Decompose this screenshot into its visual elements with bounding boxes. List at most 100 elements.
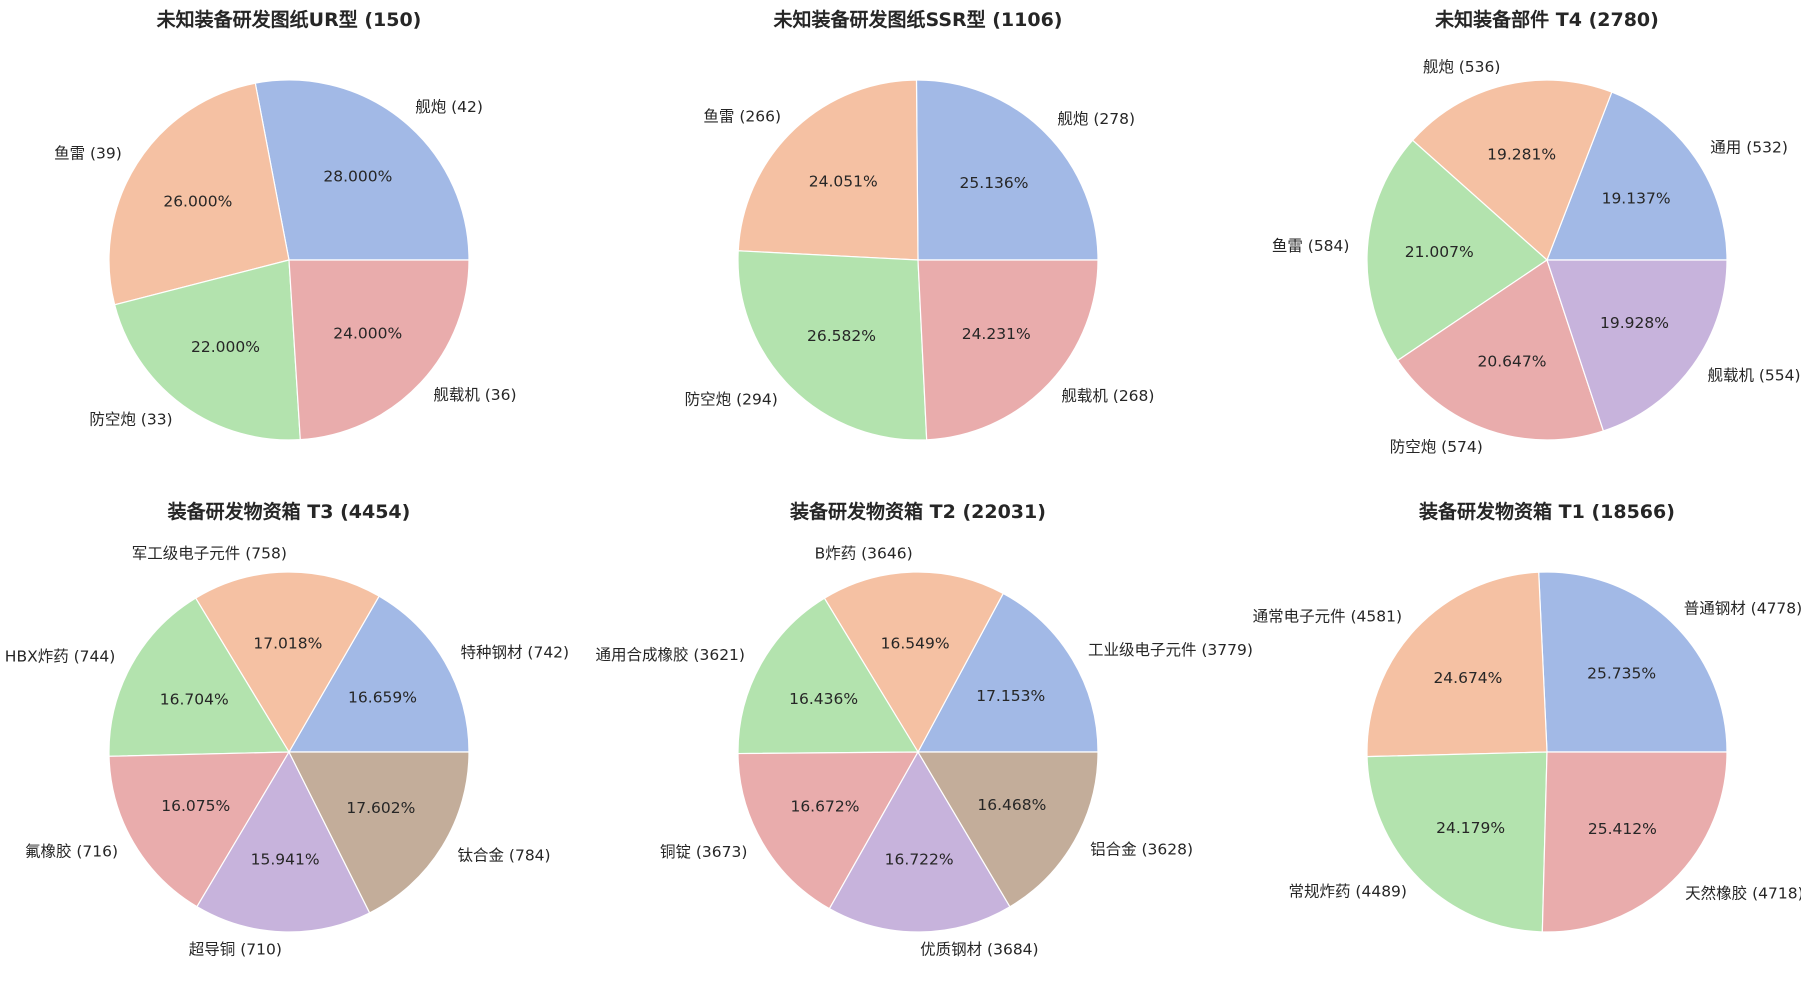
slice-label: 天然橡胶 (4718) bbox=[1685, 884, 1801, 902]
slice-label: 舰载机 (554) bbox=[1707, 367, 1800, 385]
slice-percent-label: 16.704% bbox=[160, 691, 229, 709]
chart-title: 装备研发物资箱 T3 (4454) bbox=[167, 500, 411, 523]
slice-label: 铝合金 (3628) bbox=[1090, 840, 1193, 858]
pie-slice bbox=[737, 597, 920, 755]
slice-label: 军工级电子元件 (758) bbox=[132, 545, 287, 563]
slice-percent-label: 16.436% bbox=[789, 690, 858, 708]
pie-slice bbox=[288, 259, 470, 441]
slice-percent-label: 16.722% bbox=[885, 850, 954, 868]
slice-label: B炸药 (3646) bbox=[815, 545, 913, 563]
slice-label: 通常电子元件 (4581) bbox=[1253, 608, 1402, 626]
slice-label: 舰炮 (536) bbox=[1423, 58, 1501, 76]
pie-slice bbox=[1546, 259, 1728, 432]
chart-title: 未知装备部件 T4 (2780) bbox=[1434, 8, 1659, 31]
pie-slice bbox=[108, 751, 291, 908]
slice-percent-label: 16.549% bbox=[881, 635, 950, 653]
slice-percent-label: 17.153% bbox=[976, 687, 1045, 705]
pie-chart-4: 装备研发物资箱 T3 (4454) 特种钢材 (742) 16.659% 军工级电子元… bbox=[5, 500, 569, 958]
slice-percent-label: 22.000% bbox=[191, 338, 260, 356]
slice-label: HBX炸药 (744) bbox=[5, 647, 116, 665]
slice-label: 防空炮 (294) bbox=[685, 390, 778, 408]
pie-slice bbox=[823, 571, 1005, 754]
slice-label: 常规炸药 (4489) bbox=[1289, 882, 1407, 900]
slice-label: 超导铜 (710) bbox=[189, 940, 282, 958]
slice-label: 防空炮 (574) bbox=[1390, 438, 1483, 456]
pie-slice bbox=[194, 571, 380, 754]
pie-slice bbox=[1411, 79, 1613, 262]
slice-percent-label: 25.735% bbox=[1587, 664, 1656, 682]
slice-percent-label: 17.602% bbox=[346, 799, 415, 817]
slice-percent-label: 24.674% bbox=[1433, 669, 1502, 687]
pie-slice bbox=[737, 79, 919, 261]
slice-percent-label: 25.136% bbox=[960, 174, 1029, 192]
slice-percent-label: 26.582% bbox=[807, 327, 876, 345]
slice-label: 优质钢材 (3684) bbox=[920, 940, 1038, 958]
chart-title: 未知装备研发图纸UR型 (150) bbox=[156, 8, 422, 31]
slice-percent-label: 24.000% bbox=[333, 324, 402, 342]
slice-label: 防空炮 (33) bbox=[89, 411, 172, 429]
slice-percent-label: 19.281% bbox=[1487, 146, 1556, 164]
slice-percent-label: 19.137% bbox=[1602, 189, 1671, 207]
slice-label: 鱼雷 (266) bbox=[703, 108, 781, 126]
pie-chart-1: 未知装备研发图纸UR型 (150) 舰炮 (42) 28.000% 鱼雷 (39) 26… bbox=[54, 8, 517, 441]
slice-label: 鱼雷 (584) bbox=[1272, 237, 1350, 255]
pie-slice bbox=[254, 79, 470, 261]
pie-slice bbox=[737, 250, 928, 441]
pie-slice bbox=[288, 751, 470, 914]
pie-slice bbox=[916, 592, 1099, 753]
slice-label: 铜锭 (3673) bbox=[660, 843, 747, 861]
pie-slice bbox=[1366, 571, 1548, 758]
slice-percent-label: 28.000% bbox=[323, 167, 392, 185]
pie-chart-6: 装备研发物资箱 T1 (18566) 普通钢材 (4778) 25.735% 通常电子… bbox=[1253, 500, 1801, 933]
pie-slice bbox=[196, 750, 371, 933]
pie-slice bbox=[737, 751, 920, 910]
slice-percent-label: 16.468% bbox=[977, 796, 1046, 814]
pie-slice bbox=[108, 597, 291, 757]
pie-slice bbox=[1546, 91, 1728, 261]
slice-label: 钛合金 (784) bbox=[457, 846, 550, 864]
pie-chart-5: 装备研发物资箱 T2 (22031) 工业级电子元件 (3779) 17.153% B… bbox=[596, 500, 1253, 958]
pie-slice bbox=[1538, 571, 1728, 753]
slice-percent-label: 20.647% bbox=[1478, 353, 1547, 371]
pie-slice bbox=[1366, 751, 1548, 933]
slice-label: 舰炮 (278) bbox=[1057, 110, 1135, 128]
slice-percent-label: 16.659% bbox=[348, 689, 417, 707]
chart-title: 装备研发物资箱 T2 (22031) bbox=[789, 500, 1046, 523]
pie-slice bbox=[1396, 259, 1605, 441]
slice-percent-label: 21.007% bbox=[1405, 243, 1474, 261]
slice-percent-label: 16.075% bbox=[161, 797, 230, 815]
pie-slice bbox=[916, 751, 1099, 908]
pie-slice bbox=[1541, 751, 1728, 933]
slice-label: 通用 (532) bbox=[1710, 139, 1788, 157]
slice-percent-label: 15.941% bbox=[251, 850, 320, 868]
slice-percent-label: 16.672% bbox=[790, 797, 859, 815]
chart-title: 未知装备研发图纸SSR型 (1106) bbox=[772, 8, 1062, 31]
pie-chart-3: 未知装备部件 T4 (2780) 通用 (532) 19.137% 舰炮 (536) 1… bbox=[1272, 8, 1801, 456]
slice-percent-label: 17.018% bbox=[253, 635, 322, 653]
pie-slice bbox=[917, 259, 1099, 441]
slice-percent-label: 26.000% bbox=[163, 193, 232, 211]
pie-slice bbox=[113, 259, 301, 441]
slice-label: 特种钢材 (742) bbox=[460, 644, 569, 662]
pie-slice bbox=[1366, 139, 1548, 362]
slice-label: 氟橡胶 (716) bbox=[25, 842, 118, 860]
slice-label: 舰炮 (42) bbox=[415, 98, 483, 116]
pie-slice bbox=[287, 595, 470, 753]
pie-slice bbox=[915, 79, 1099, 261]
slice-percent-label: 19.928% bbox=[1600, 314, 1669, 332]
slice-percent-label: 24.051% bbox=[809, 173, 878, 191]
slice-label: 工业级电子元件 (3779) bbox=[1088, 641, 1253, 659]
slice-percent-label: 24.179% bbox=[1436, 819, 1505, 837]
pie-slice bbox=[828, 750, 1011, 933]
slice-label: 鱼雷 (39) bbox=[54, 144, 122, 162]
pie-slice bbox=[108, 82, 290, 306]
slice-label: 通用合成橡胶 (3621) bbox=[596, 646, 745, 664]
slice-label: 舰载机 (36) bbox=[433, 386, 516, 404]
slice-percent-label: 24.231% bbox=[962, 325, 1031, 343]
chart-title: 装备研发物资箱 T1 (18566) bbox=[1418, 500, 1675, 523]
pie-chart-2: 未知装备研发图纸SSR型 (1106) 舰炮 (278) 25.136% 鱼雷 (26… bbox=[685, 8, 1154, 441]
slice-label: 普通钢材 (4778) bbox=[1684, 599, 1801, 617]
slice-label: 舰载机 (268) bbox=[1061, 387, 1154, 405]
slice-percent-label: 25.412% bbox=[1588, 820, 1657, 838]
